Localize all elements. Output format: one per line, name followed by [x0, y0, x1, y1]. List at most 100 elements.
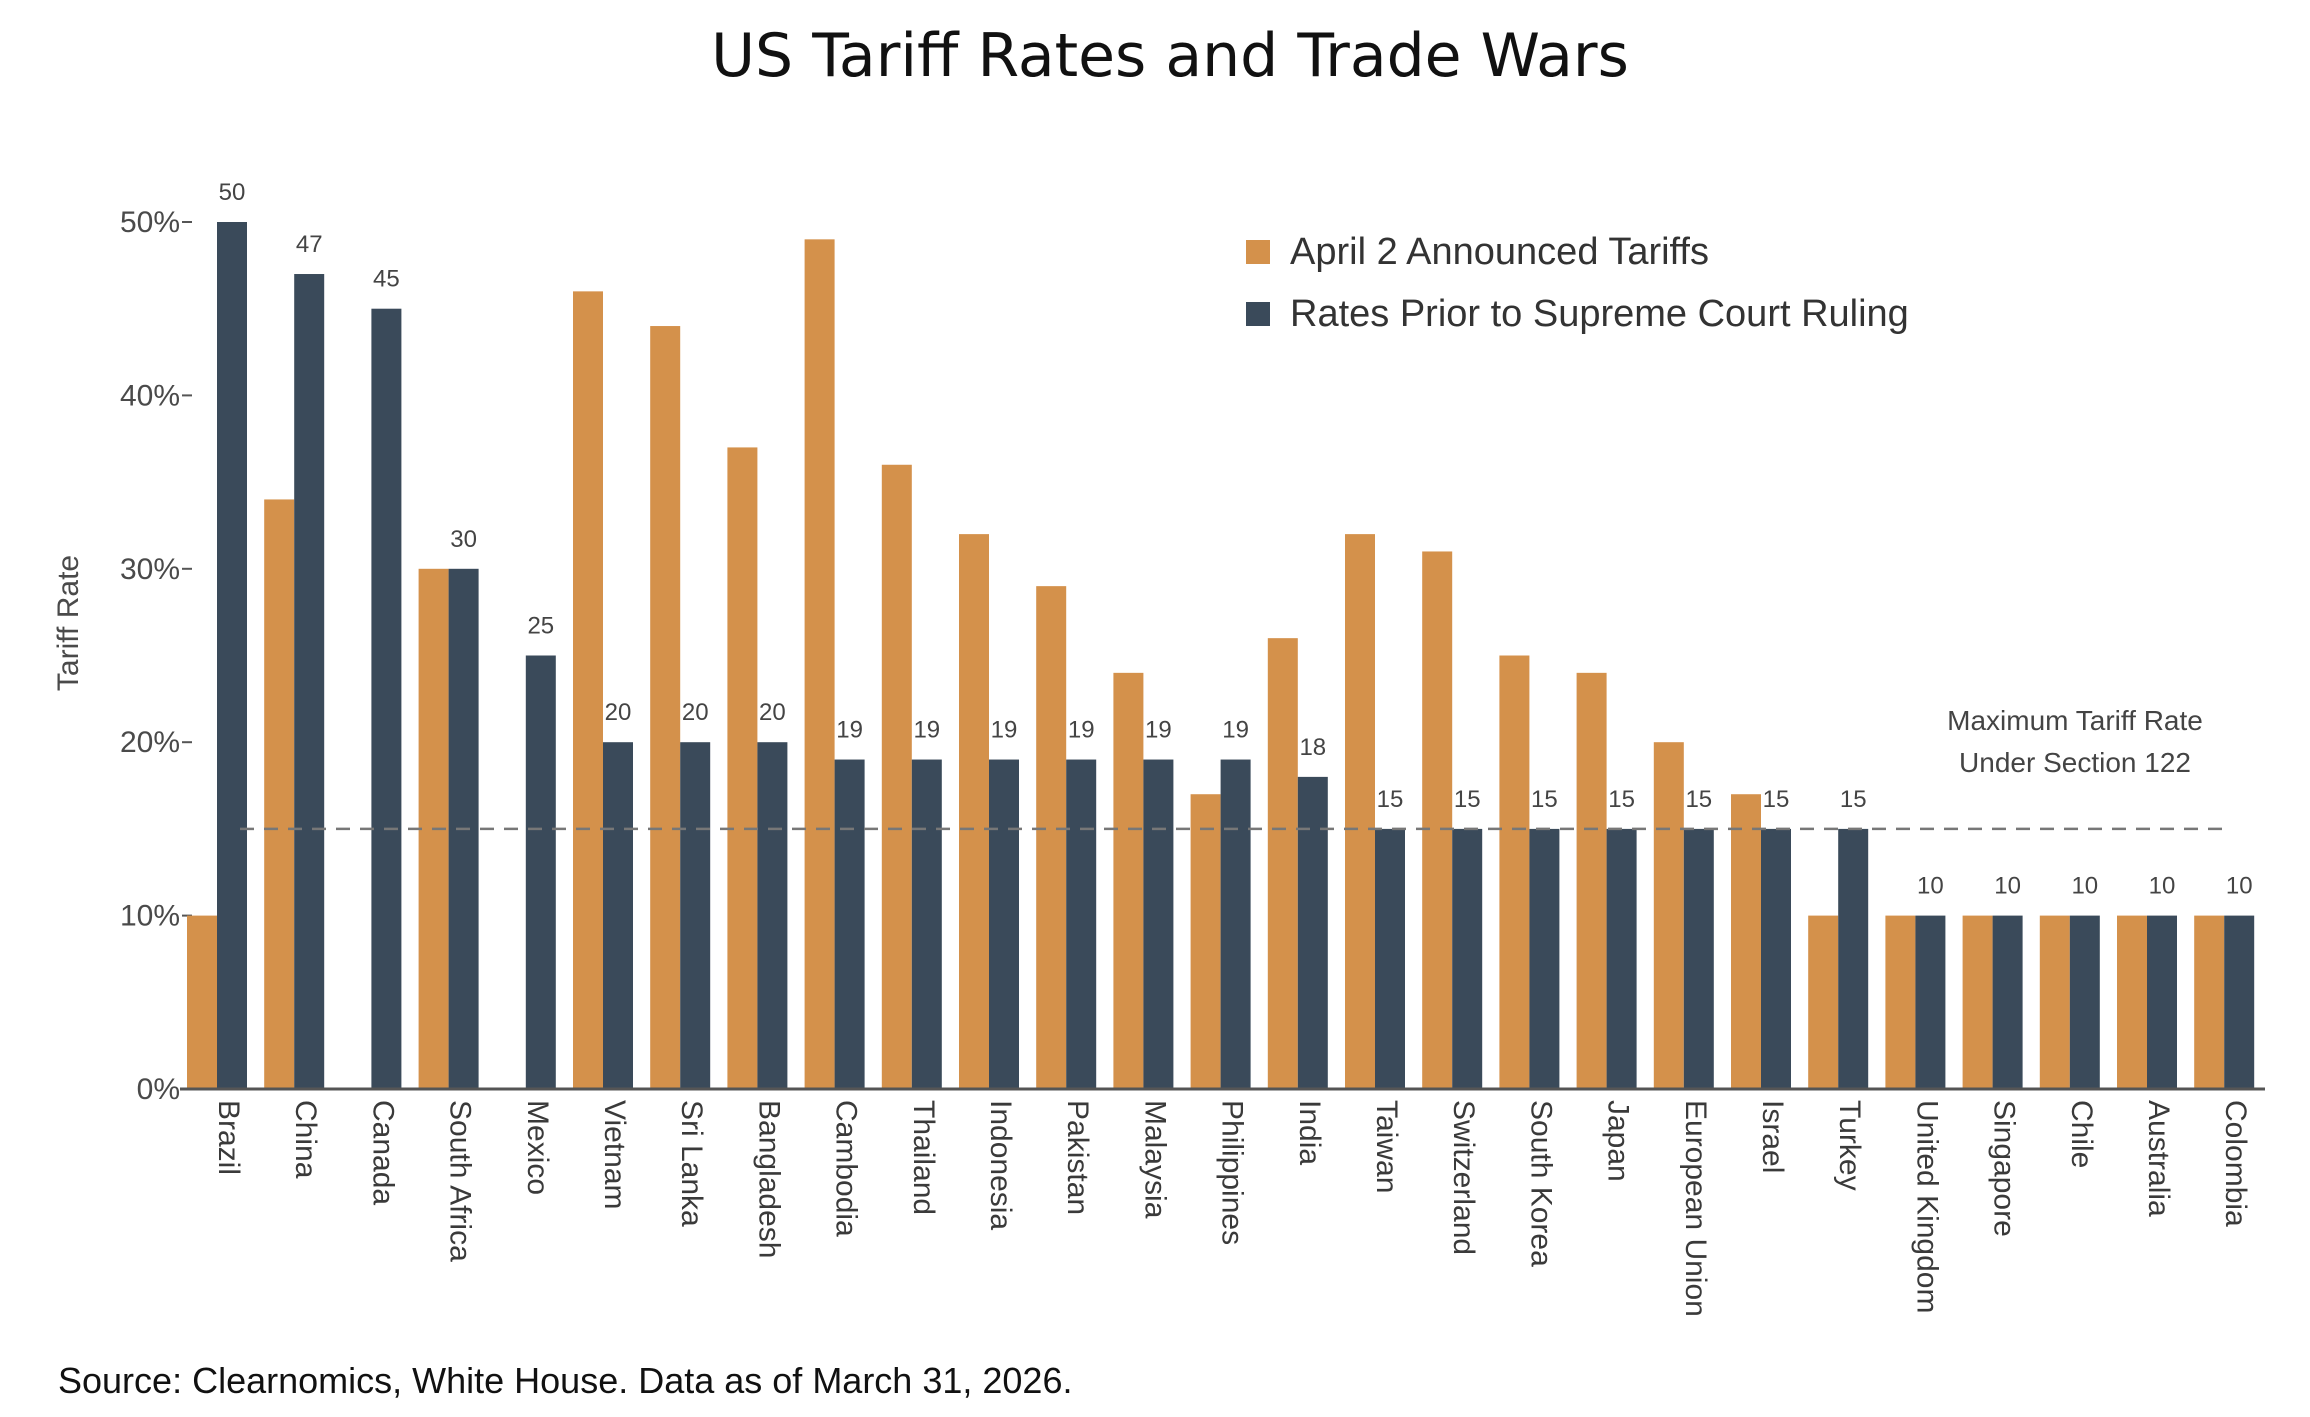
bar-announced-united-kingdom	[1885, 915, 1916, 1089]
data-label-south-korea: 15	[1531, 786, 1558, 813]
data-label-chile: 10	[2071, 873, 2098, 900]
bar-announced-brazil	[187, 915, 217, 1089]
bar-prior-taiwan	[1375, 828, 1405, 1089]
reference-line-label-2: Under Section 122	[1959, 747, 2191, 778]
data-label-israel: 15	[1763, 786, 1790, 813]
y-tick-50: 50%	[120, 206, 180, 239]
bar-announced-malaysia	[1113, 672, 1144, 1089]
y-axis-label: Tariff Rate	[52, 555, 85, 691]
bar-prior-australia	[2147, 915, 2177, 1089]
data-label-european-union: 15	[1685, 786, 1712, 813]
category-labels: Brazil China Canada South Africa Mexico Vietn…	[212, 1100, 2252, 1317]
legend-swatch-announced	[1246, 240, 1270, 264]
bar-prior-singapore	[1992, 915, 2023, 1089]
category-label-vietnam: Vietnam	[598, 1100, 631, 1210]
bar-announced-china	[264, 499, 295, 1089]
bar-announced-pakistan	[1036, 586, 1067, 1089]
bar-prior-malaysia	[1143, 759, 1174, 1089]
bar-announced-switzerland	[1422, 551, 1453, 1089]
category-label-sri-lanka: Sri Lanka	[675, 1100, 708, 1227]
y-axis-ticks: 0% 10% 20% 30% 40% 50%	[120, 206, 192, 1106]
bar-prior-switzerland	[1452, 828, 1483, 1089]
legend-label-announced: April 2 Announced Tariffs	[1290, 231, 1709, 273]
category-label-colombia: Colombia	[2219, 1100, 2252, 1227]
bar-prior-cambodia	[834, 759, 865, 1089]
bar-prior-china	[294, 274, 325, 1089]
reference-line-label-1: Maximum Tariff Rate	[1947, 705, 2203, 736]
bar-prior-sri-lanka	[680, 742, 711, 1089]
bar-prior-turkey	[1838, 828, 1869, 1089]
bar-prior-canada	[371, 308, 402, 1089]
bar-announced-singapore	[1962, 915, 1993, 1089]
category-label-taiwan: Taiwan	[1370, 1100, 1403, 1193]
category-label-turkey: Turkey	[1833, 1100, 1866, 1191]
bar-announced-turkey	[1808, 915, 1839, 1089]
legend-swatch-prior	[1246, 302, 1270, 326]
data-label-colombia: 10	[2226, 873, 2253, 900]
data-label-taiwan: 15	[1377, 786, 1404, 813]
bar-announced-thailand	[881, 464, 912, 1089]
bar-announced-bangladesh	[727, 447, 758, 1089]
bar-prior-mexico	[525, 655, 556, 1089]
y-tick-30: 30%	[120, 553, 180, 586]
category-label-south-korea: South Korea	[1524, 1100, 1557, 1267]
category-label-switzerland: Switzerland	[1447, 1100, 1480, 1255]
data-label-singapore: 10	[1994, 873, 2021, 900]
data-labels: 50 47 45 30 25 20 20 20 19 19 19 19 19 19 18 15 15 15 15 15…	[219, 179, 2253, 900]
category-label-indonesia: Indonesia	[984, 1100, 1017, 1230]
data-label-philippines: 19	[1222, 717, 1249, 744]
y-tick-40: 40%	[120, 379, 180, 412]
data-label-bangladesh: 20	[759, 699, 786, 726]
data-label-mexico: 25	[527, 613, 554, 640]
category-label-singapore: Singapore	[1988, 1100, 2021, 1237]
data-label-cambodia: 19	[836, 717, 863, 744]
category-label-canada: Canada	[366, 1100, 399, 1205]
bar-prior-india	[1297, 776, 1328, 1089]
bar-announced-australia	[2117, 915, 2147, 1089]
bar-prior-pakistan	[1066, 759, 1097, 1089]
bar-prior-brazil	[217, 222, 247, 1089]
data-label-switzerland: 15	[1454, 786, 1481, 813]
source-note: Source: Clearnomics, White House. Data a…	[58, 1360, 1072, 1401]
category-label-brazil: Brazil	[212, 1100, 245, 1175]
bar-prior-chile	[2069, 915, 2100, 1089]
category-label-philippines: Philippines	[1216, 1100, 1249, 1245]
category-label-mexico: Mexico	[521, 1100, 554, 1195]
category-label-japan: Japan	[1602, 1100, 1635, 1182]
category-label-cambodia: Cambodia	[830, 1100, 863, 1237]
bar-prior-bangladesh	[757, 742, 788, 1089]
bar-prior-south-korea	[1529, 828, 1560, 1089]
data-label-malaysia: 19	[1145, 717, 1172, 744]
bars	[187, 222, 2255, 1090]
category-label-south-africa: South Africa	[444, 1100, 477, 1262]
category-label-china: China	[289, 1100, 322, 1179]
category-label-israel: Israel	[1756, 1100, 1789, 1173]
data-label-turkey: 15	[1840, 786, 1867, 813]
category-label-malaysia: Malaysia	[1138, 1100, 1171, 1219]
data-label-south-africa: 30	[450, 526, 477, 553]
bar-prior-philippines	[1220, 759, 1251, 1089]
data-label-india: 18	[1299, 734, 1326, 761]
bar-prior-vietnam	[603, 742, 633, 1089]
category-label-united-kingdom: United Kingdom	[1910, 1100, 1943, 1313]
category-label-australia: Australia	[2142, 1100, 2175, 1217]
bar-announced-indonesia	[959, 534, 989, 1089]
bar-prior-thailand	[911, 759, 942, 1089]
bar-prior-european-union	[1683, 828, 1714, 1089]
category-label-thailand: Thailand	[907, 1100, 940, 1215]
bar-announced-japan	[1576, 672, 1607, 1089]
data-label-canada: 45	[373, 266, 400, 293]
bar-announced-cambodia	[804, 239, 835, 1090]
bar-prior-israel	[1761, 828, 1791, 1089]
bar-prior-colombia	[2224, 915, 2255, 1089]
data-label-japan: 15	[1608, 786, 1635, 813]
data-label-brazil: 50	[219, 179, 246, 206]
data-label-sri-lanka: 20	[682, 699, 709, 726]
data-label-australia: 10	[2149, 873, 2176, 900]
data-label-china: 47	[296, 231, 323, 258]
y-tick-10: 10%	[120, 900, 180, 933]
bar-prior-japan	[1606, 828, 1637, 1089]
bar-announced-israel	[1731, 794, 1761, 1089]
bar-announced-philippines	[1190, 794, 1221, 1089]
